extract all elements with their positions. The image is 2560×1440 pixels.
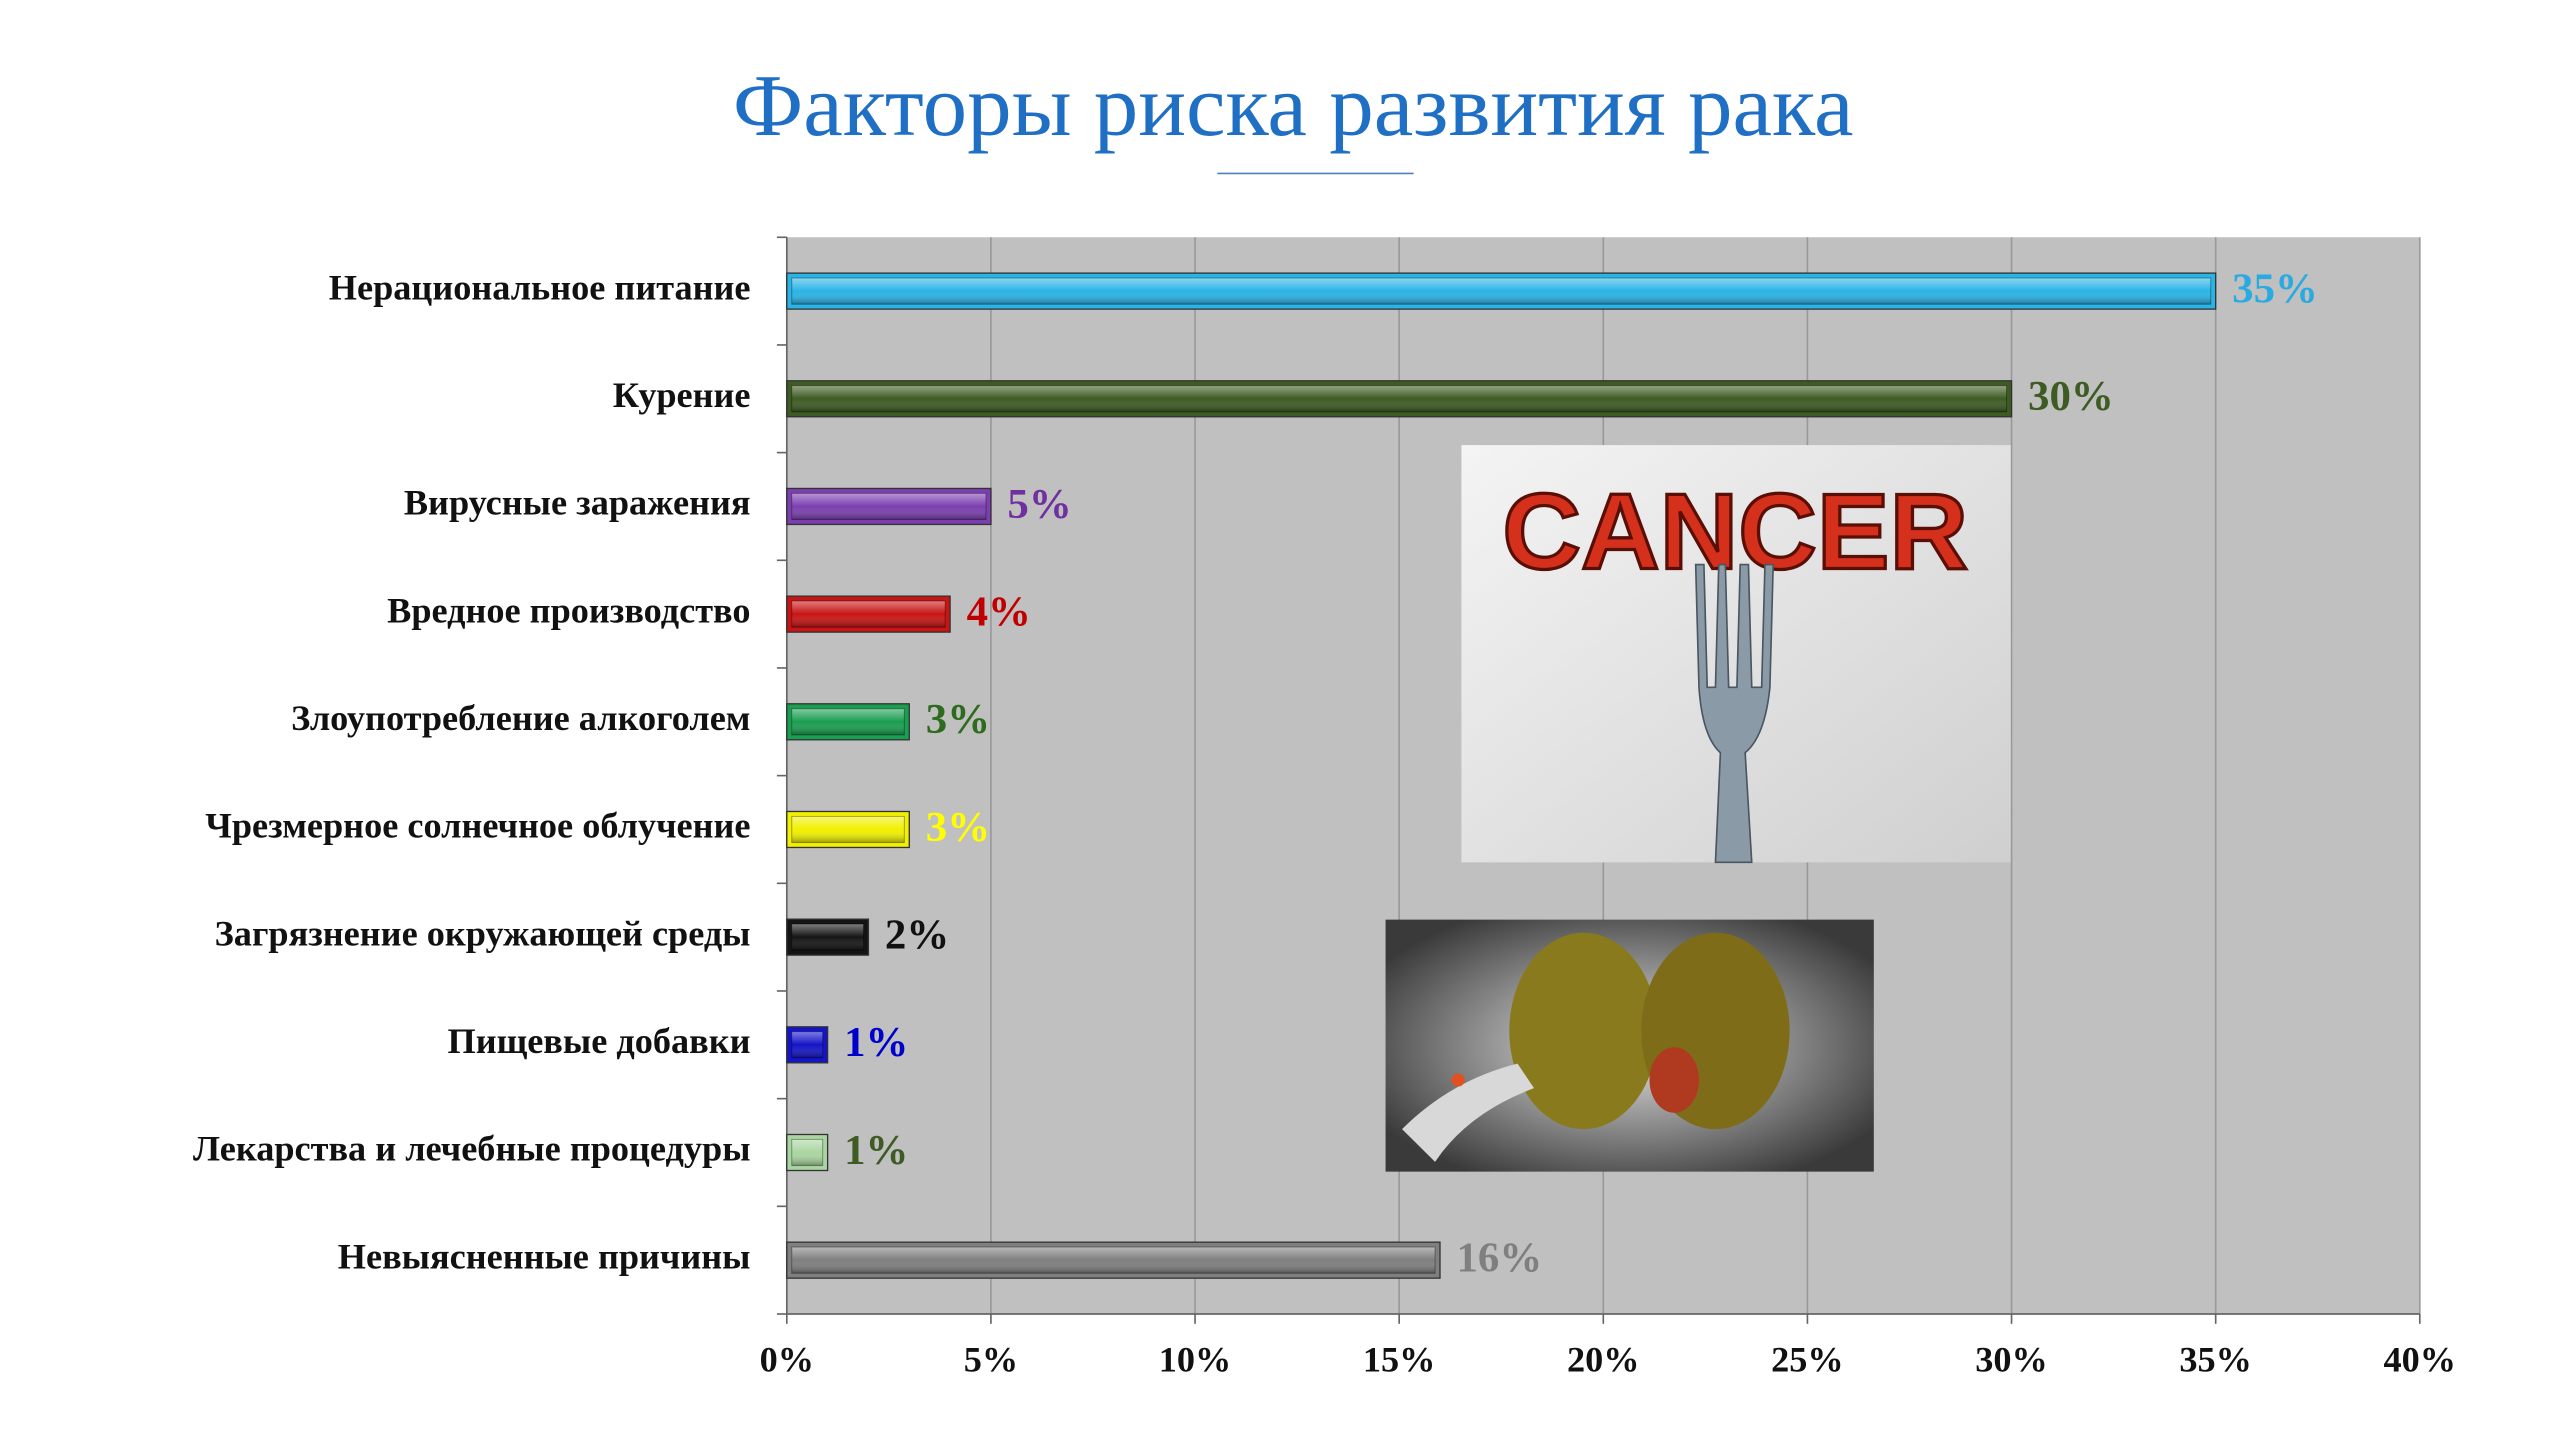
- x-tick-label: 35%: [2179, 1339, 2252, 1379]
- fork: [1694, 563, 1775, 864]
- bar-group: [786, 703, 910, 741]
- bar-bevel: [791, 1031, 824, 1059]
- y-tick-label: Невыясненные причины: [338, 1237, 751, 1277]
- bar-bevel: [791, 277, 2212, 305]
- illustration-text: CANCER: [1502, 471, 1968, 592]
- bar-group: [786, 487, 992, 526]
- y-tick-label: Чрезмерное солнечное облучение: [205, 806, 750, 846]
- plot-area: 0% 5% 10% 15% 20% 25% 30% 35% 40% Нерациональное …: [193, 236, 2457, 1379]
- bar-group: [786, 1026, 829, 1064]
- x-tick-label: 25%: [1771, 1339, 1844, 1379]
- y-tick-label: Вирусные заражения: [404, 483, 751, 523]
- bar-bevel: [791, 1138, 824, 1167]
- bar-group: [786, 595, 951, 633]
- x-tick-label: 40%: [2384, 1339, 2457, 1379]
- bar-group: [786, 810, 910, 849]
- x-tick-label: 10%: [1159, 1339, 1232, 1379]
- value-label: 5%: [1007, 481, 1071, 528]
- value-label: 30%: [2028, 373, 2114, 420]
- heart: [1649, 1047, 1699, 1113]
- cigarette-tip: [1451, 1073, 1465, 1087]
- hand: [1402, 1063, 1535, 1162]
- y-tick-label: Нерациональное питание: [329, 268, 751, 308]
- bar-group: [786, 918, 870, 956]
- illustration-lungs: [1385, 919, 1874, 1172]
- y-tick-label: Злоупотребление алкоголем: [291, 698, 750, 738]
- bar-bevel: [791, 923, 864, 951]
- value-label: 4%: [967, 589, 1031, 636]
- bar-group: [786, 1241, 1441, 1279]
- value-label: 1%: [844, 1019, 908, 1066]
- bar-bevel: [791, 708, 905, 736]
- value-label: 2%: [885, 912, 949, 959]
- bar-bevel: [791, 815, 905, 844]
- bar-group: [786, 1133, 829, 1172]
- value-label: 16%: [1456, 1235, 1542, 1282]
- x-tick-label: 20%: [1567, 1339, 1640, 1379]
- bar-group: [786, 380, 2013, 418]
- lung-left: [1509, 932, 1658, 1130]
- y-tick-label: Курение: [613, 375, 751, 415]
- x-tick-label: 5%: [964, 1339, 1018, 1379]
- bar-bevel: [791, 600, 946, 628]
- chart-title: Факторы риска развития рака: [733, 57, 1854, 155]
- y-tick-label: Лекарства и лечебные процедуры: [193, 1129, 750, 1169]
- x-tick-label: 15%: [1363, 1339, 1436, 1379]
- x-tick-label: 30%: [1975, 1339, 2048, 1379]
- illustration-cancer: CANCER: [1461, 445, 2011, 864]
- x-tick-label: 0%: [760, 1339, 814, 1379]
- value-label: 3%: [926, 804, 990, 851]
- y-tick-label: Пищевые добавки: [447, 1021, 750, 1061]
- y-tick-label: Загрязнение окружающей среды: [215, 914, 751, 954]
- value-label: 1%: [844, 1127, 908, 1174]
- value-label: 3%: [926, 696, 990, 743]
- bar-bevel: [791, 385, 2008, 413]
- y-tick-label: Вредное производство: [387, 591, 750, 631]
- bar-group: [786, 272, 2217, 310]
- bar-bevel: [791, 1246, 1436, 1274]
- value-label: 35%: [2232, 266, 2318, 313]
- bar-bevel: [791, 492, 987, 521]
